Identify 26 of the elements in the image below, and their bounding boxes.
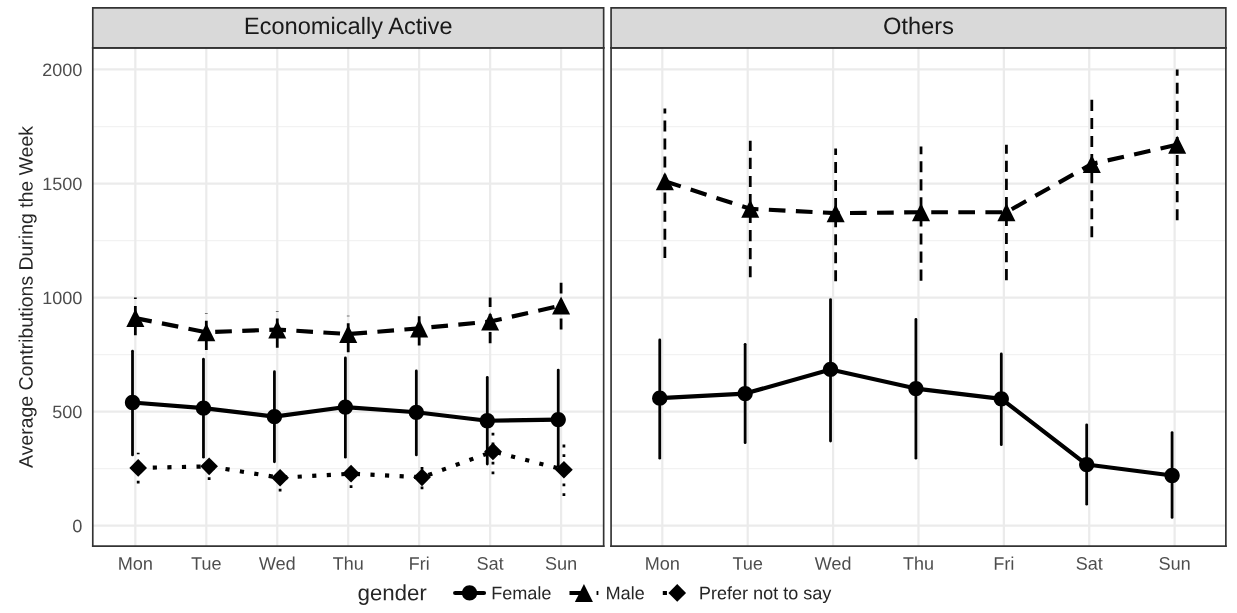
x-tick-label: Thu	[903, 556, 933, 570]
y-axis-title: Average Contributions During the Week	[18, 125, 37, 468]
x-tick-label: Sun	[545, 557, 576, 570]
y-tick-label: 1500	[43, 177, 82, 191]
y-tick-label: 0	[73, 519, 82, 533]
chart-title: Economically Active	[245, 16, 452, 39]
x-tick-label: Sun	[1159, 557, 1190, 570]
chart-title: Others	[884, 16, 954, 35]
x-tick-label: Fri	[410, 556, 429, 570]
x-tick-label: Mon	[646, 557, 679, 570]
x-tick-label: Sat	[477, 557, 504, 570]
x-tick-label: Fri	[994, 556, 1014, 570]
x-tick-label: Wed	[814, 556, 851, 570]
y-tick-label: 2000	[43, 63, 82, 77]
x-tick-label: Wed	[258, 556, 295, 570]
legend-label: Female	[492, 586, 551, 600]
x-tick-label: Thu	[333, 556, 363, 570]
x-tick-label: Mon	[119, 557, 152, 570]
y-tick-label: 500	[52, 405, 82, 419]
legend-label: Prefer not to say	[700, 586, 832, 604]
x-tick-label: Tue	[191, 557, 221, 570]
legend-title: gender	[358, 584, 427, 605]
y-tick-label: 1000	[43, 291, 82, 305]
x-tick-label: Sat	[1076, 557, 1103, 570]
legend-label: Male	[607, 586, 644, 600]
x-tick-label: Tue	[732, 557, 763, 570]
